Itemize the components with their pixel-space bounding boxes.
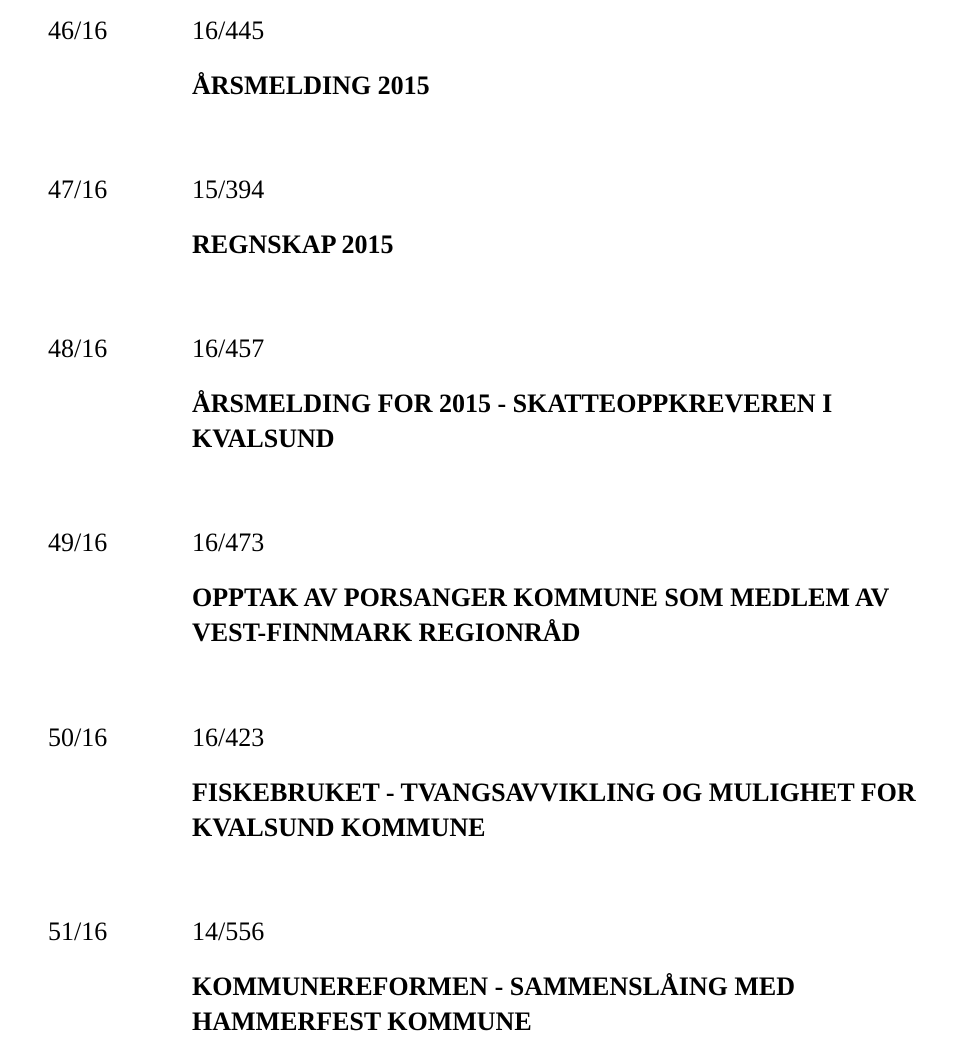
entry-case-ref: 16/445 [192, 16, 264, 46]
entry-number: 46/16 [48, 16, 144, 46]
entry-ref-line: 50/16 16/423 [48, 723, 928, 753]
entry-title: REGNSKAP 2015 [48, 227, 918, 262]
document-page: 46/16 16/445 ÅRSMELDING 2015 47/16 15/39… [0, 0, 960, 1039]
entry-case-ref: 16/457 [192, 334, 264, 364]
agenda-entry: 49/16 16/473 OPPTAK AV PORSANGER KOMMUNE… [48, 528, 928, 650]
entry-ref-line: 48/16 16/457 [48, 334, 928, 364]
entry-title: KOMMUNEREFORMEN - SAMMENSLÅING MED HAMME… [48, 969, 918, 1039]
entry-number: 50/16 [48, 723, 144, 753]
entry-title: ÅRSMELDING 2015 [48, 68, 918, 103]
entry-title: OPPTAK AV PORSANGER KOMMUNE SOM MEDLEM A… [48, 580, 918, 650]
entry-number: 51/16 [48, 917, 144, 947]
entry-case-ref: 15/394 [192, 175, 264, 205]
entry-number: 47/16 [48, 175, 144, 205]
entry-ref-line: 49/16 16/473 [48, 528, 928, 558]
entry-ref-line: 46/16 16/445 [48, 16, 928, 46]
entry-title: FISKEBRUKET - TVANGSAVVIKLING OG MULIGHE… [48, 775, 918, 845]
agenda-entry: 46/16 16/445 ÅRSMELDING 2015 [48, 16, 928, 103]
entry-ref-line: 51/16 14/556 [48, 917, 928, 947]
entry-case-ref: 16/473 [192, 528, 264, 558]
agenda-entry: 51/16 14/556 KOMMUNEREFORMEN - SAMMENSLÅ… [48, 917, 928, 1039]
entry-number: 48/16 [48, 334, 144, 364]
agenda-entry: 48/16 16/457 ÅRSMELDING FOR 2015 - SKATT… [48, 334, 928, 456]
agenda-entry: 50/16 16/423 FISKEBRUKET - TVANGSAVVIKLI… [48, 723, 928, 845]
entry-title: ÅRSMELDING FOR 2015 - SKATTEOPPKREVEREN … [48, 386, 918, 456]
entry-ref-line: 47/16 15/394 [48, 175, 928, 205]
entry-number: 49/16 [48, 528, 144, 558]
agenda-entry: 47/16 15/394 REGNSKAP 2015 [48, 175, 928, 262]
entry-case-ref: 16/423 [192, 723, 264, 753]
entry-case-ref: 14/556 [192, 917, 264, 947]
